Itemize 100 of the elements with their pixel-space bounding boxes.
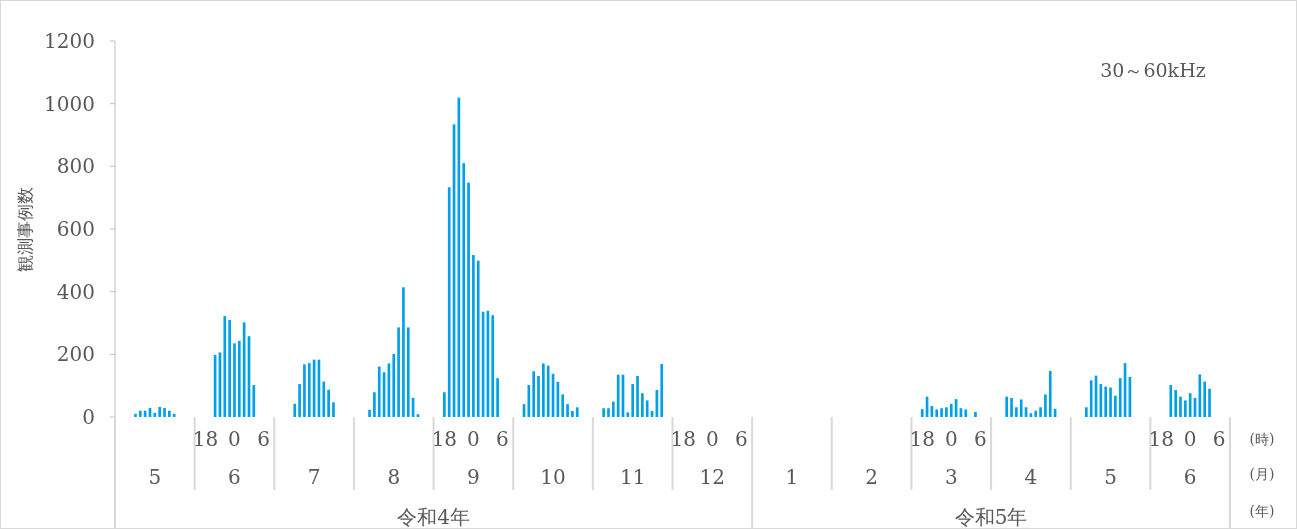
bar: [397, 327, 400, 417]
bar: [1203, 381, 1207, 417]
bar: [1089, 380, 1093, 417]
bar: [402, 287, 405, 417]
bar: [641, 393, 644, 417]
bar: [158, 406, 161, 417]
text: 0: [467, 427, 480, 451]
text: 18: [909, 427, 935, 451]
bar: [377, 366, 381, 417]
bar: [542, 363, 545, 417]
bar: [322, 381, 326, 417]
bar: [1039, 407, 1042, 417]
bar: [332, 402, 335, 417]
bar: [1169, 385, 1173, 417]
bar: [1015, 407, 1018, 417]
bar: [636, 375, 639, 417]
x-tick-label: 2: [865, 465, 878, 489]
bar: [964, 409, 968, 417]
x-tick-label: 4: [1024, 465, 1038, 489]
x-tick-label: 11: [619, 465, 646, 489]
text: 令和4年: [397, 505, 470, 529]
bar: [561, 394, 565, 417]
bar: [575, 407, 579, 417]
bar: [1019, 399, 1023, 417]
bar: [134, 413, 137, 417]
bar: [1034, 410, 1038, 417]
bar: [327, 389, 330, 417]
bar: [172, 413, 176, 417]
bar: [1104, 386, 1108, 417]
bar: [1085, 407, 1088, 417]
bar: [602, 408, 605, 417]
bar: [447, 187, 451, 417]
bar: [1179, 396, 1182, 417]
bar: [1005, 396, 1009, 417]
x-tick-label: 3: [944, 465, 958, 489]
bar: [233, 343, 236, 417]
text: (年): [1249, 503, 1275, 519]
y-axis-title: 観測事例数: [15, 186, 35, 272]
text: 18: [431, 427, 458, 451]
bar: [307, 363, 311, 417]
x-tick-label: 10: [540, 465, 566, 489]
bar: [303, 364, 306, 417]
bar: [571, 411, 574, 417]
x-tick-label: 1: [785, 465, 799, 489]
bar: [1048, 370, 1052, 417]
bar: [163, 407, 166, 417]
text: 6: [973, 427, 987, 451]
bar: [1114, 395, 1117, 417]
text: 0: [705, 427, 719, 451]
bar: [1208, 388, 1211, 417]
bar: [298, 384, 301, 417]
bar: [949, 403, 953, 417]
bar: [467, 182, 470, 417]
bar: [1010, 397, 1013, 417]
x-tick-label: 9: [467, 465, 480, 489]
bar: [293, 403, 297, 417]
x-tick-label: 12: [699, 465, 726, 489]
bar: [1174, 390, 1177, 417]
bar: [940, 408, 943, 417]
bar: [607, 408, 610, 417]
bar: [1044, 394, 1047, 417]
bar: [1184, 400, 1187, 417]
text: 30～60kHz: [1100, 59, 1206, 81]
text: (月): [1249, 466, 1275, 482]
bar: [945, 407, 948, 417]
bar: [631, 384, 635, 417]
bar: [920, 409, 924, 417]
bar: [935, 409, 939, 417]
bar: [1118, 378, 1122, 417]
bar: [368, 409, 371, 417]
bar: [168, 410, 171, 417]
text: 令和5年: [954, 505, 1028, 529]
bar: [532, 371, 536, 417]
bar: [252, 385, 256, 417]
bar: [660, 364, 664, 417]
bar: [373, 392, 376, 417]
bar: [645, 400, 649, 417]
x-tick-label: 5: [1104, 465, 1117, 489]
bar: [462, 163, 466, 417]
x-tick-label: 6: [228, 465, 241, 489]
x-tick-label: 5: [148, 465, 162, 489]
bar: [537, 375, 540, 417]
text: (時): [1249, 431, 1275, 447]
text: 6: [1212, 427, 1226, 451]
bar: [237, 340, 241, 417]
text: 0: [1183, 427, 1197, 451]
text: 6: [257, 427, 270, 451]
bar: [491, 315, 495, 417]
bar: [223, 316, 227, 417]
bar: [406, 327, 410, 417]
bar: [138, 410, 142, 417]
bar: [566, 404, 569, 417]
bar: [1109, 387, 1112, 417]
bar: [392, 354, 396, 417]
bar: [228, 319, 231, 417]
x-tick-label: 8: [387, 465, 401, 489]
text: 6: [734, 427, 748, 451]
bar: [476, 260, 480, 417]
bar: [1188, 393, 1192, 417]
text: 0: [228, 427, 241, 451]
